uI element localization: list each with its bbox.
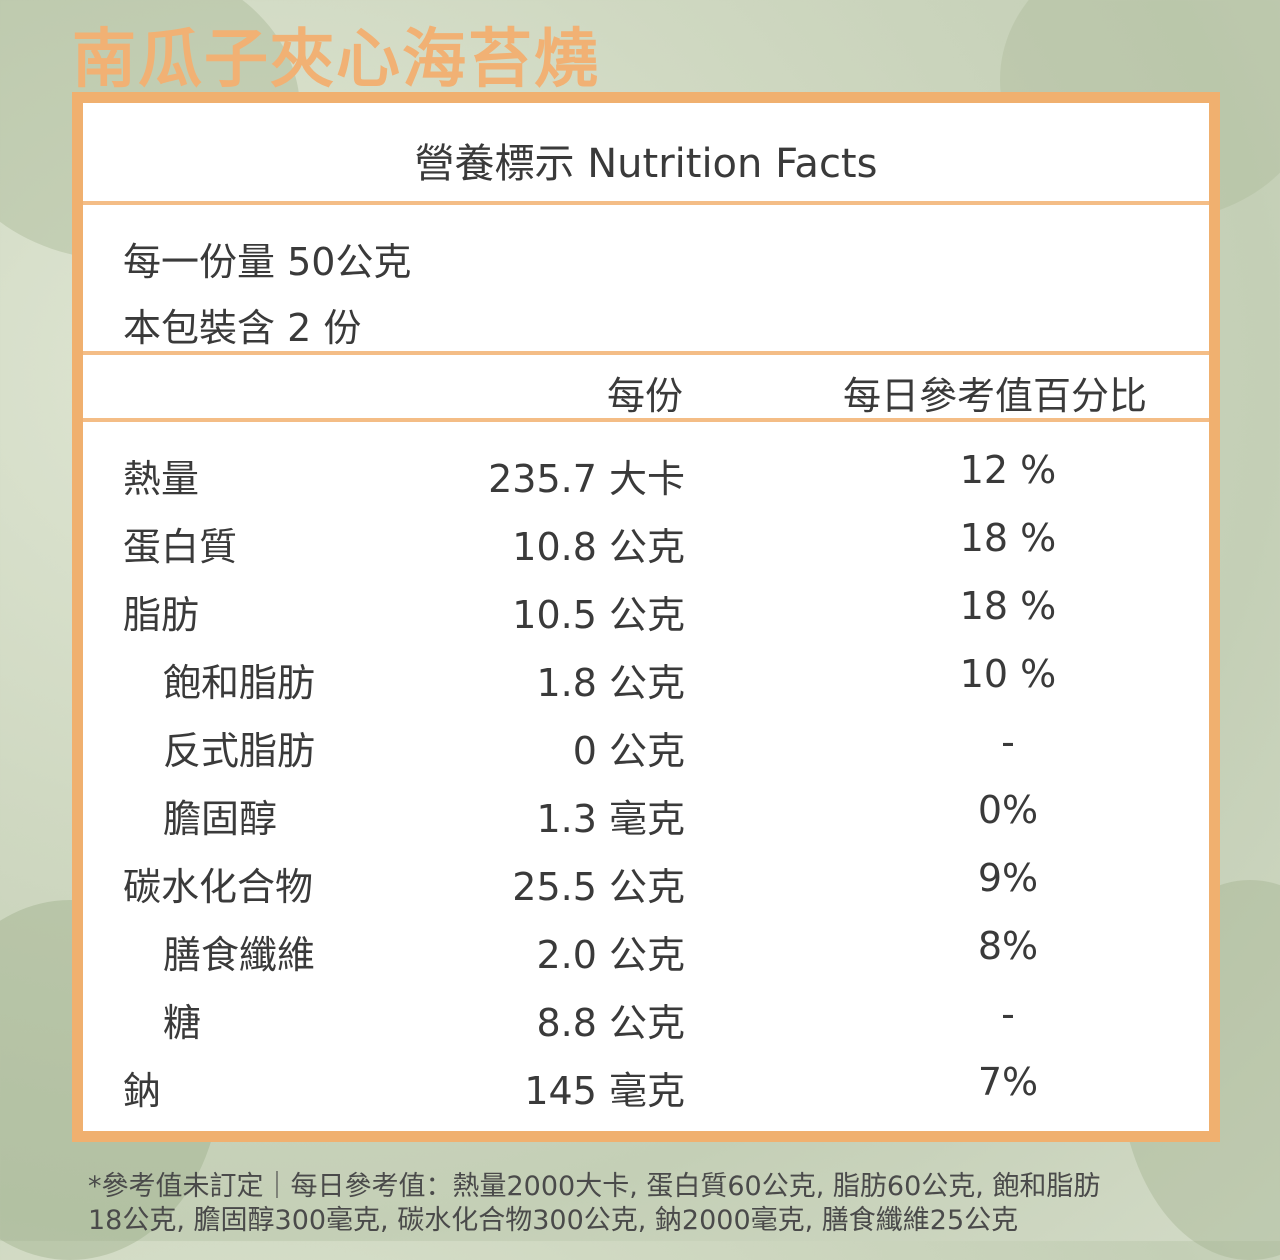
nutrient-row: 飽和脂肪 1.8 公克 10 % — [83, 652, 1209, 720]
nutrient-daily-value: 7% — [977, 1060, 1039, 1104]
nutrient-amount: 10.8 公克 — [512, 525, 685, 569]
nutrient-daily-value: 18 % — [959, 584, 1057, 628]
nutrition-heading: 營養標示 Nutrition Facts — [414, 141, 878, 187]
nutrient-daily-value: - — [1001, 992, 1015, 1036]
nutrient-row: 膳食纖維 2.0 公克 8% — [83, 924, 1209, 992]
nutrient-row: 熱量 235.7 大卡 12 % — [83, 448, 1209, 516]
nutrient-amount: 0 公克 — [572, 729, 685, 773]
nutrient-amount: 8.8 公克 — [536, 1001, 685, 1045]
nutrient-row: 反式脂肪 0 公克 - — [83, 720, 1209, 788]
nutrition-facts-panel: 營養標示 Nutrition Facts 每一份量 50公克 本包裝含 2 份 … — [72, 92, 1220, 1142]
nutrient-row: 鈉 145 毫克 7% — [83, 1060, 1209, 1128]
nutrient-name: 糖 — [163, 1001, 202, 1045]
footnote: *參考值未訂定｜每日參考值：熱量2000大卡, 蛋白質60公克, 脂肪60公克,… — [88, 1170, 1218, 1238]
nutrient-daily-value: 0% — [977, 788, 1039, 832]
nutrient-row: 碳水化合物 25.5 公克 9% — [83, 856, 1209, 924]
product-title: 南瓜子夾心海苔燒 — [72, 23, 600, 97]
nutrient-name: 熱量 — [123, 457, 200, 501]
nutrient-row: 膽固醇 1.3 毫克 0% — [83, 788, 1209, 856]
servings-per-package: 本包裝含 2 份 — [123, 306, 362, 350]
nutrient-name: 脂肪 — [123, 593, 200, 637]
divider — [83, 201, 1209, 205]
nutrient-daily-value: 10 % — [959, 652, 1057, 696]
nutrient-name: 飽和脂肪 — [163, 661, 316, 705]
nutrient-daily-value: 12 % — [959, 448, 1057, 492]
nutrient-daily-value: 9% — [977, 856, 1039, 900]
nutrient-daily-value: 18 % — [959, 516, 1057, 560]
nutrient-row: 脂肪 10.5 公克 18 % — [83, 584, 1209, 652]
footnote-line: *參考值未訂定｜每日參考值：熱量2000大卡, 蛋白質60公克, 脂肪60公克,… — [88, 1171, 1101, 1202]
divider — [83, 351, 1209, 355]
nutrient-row: 蛋白質 10.8 公克 18 % — [83, 516, 1209, 584]
nutrient-name: 膽固醇 — [163, 797, 278, 841]
nutrient-name: 膳食纖維 — [163, 933, 316, 977]
nutrient-name: 鈉 — [123, 1069, 162, 1113]
nutrient-amount: 1.3 毫克 — [536, 797, 685, 841]
nutrient-name: 碳水化合物 — [123, 865, 314, 909]
nutrient-amount: 2.0 公克 — [536, 933, 685, 977]
column-header-per-serving: 每份 — [607, 374, 684, 418]
serving-size: 每一份量 50公克 — [123, 240, 412, 284]
nutrient-amount: 145 毫克 — [524, 1069, 685, 1113]
nutrient-amount: 10.5 公克 — [512, 593, 685, 637]
divider — [83, 418, 1209, 422]
nutrient-daily-value: 8% — [977, 924, 1039, 968]
column-header-daily-value: 每日參考值百分比 — [843, 374, 1148, 418]
nutrient-amount: 235.7 大卡 — [488, 457, 685, 501]
nutrient-row: 糖 8.8 公克 - — [83, 992, 1209, 1060]
footnote-line: 18公克, 膽固醇300毫克, 碳水化合物300公克, 鈉2000毫克, 膳食纖… — [88, 1205, 1019, 1236]
nutrient-amount: 1.8 公克 — [536, 661, 685, 705]
nutrient-daily-value: - — [1001, 720, 1015, 764]
nutrient-name: 蛋白質 — [123, 525, 238, 569]
nutrient-amount: 25.5 公克 — [512, 865, 685, 909]
nutrient-name: 反式脂肪 — [163, 729, 316, 773]
